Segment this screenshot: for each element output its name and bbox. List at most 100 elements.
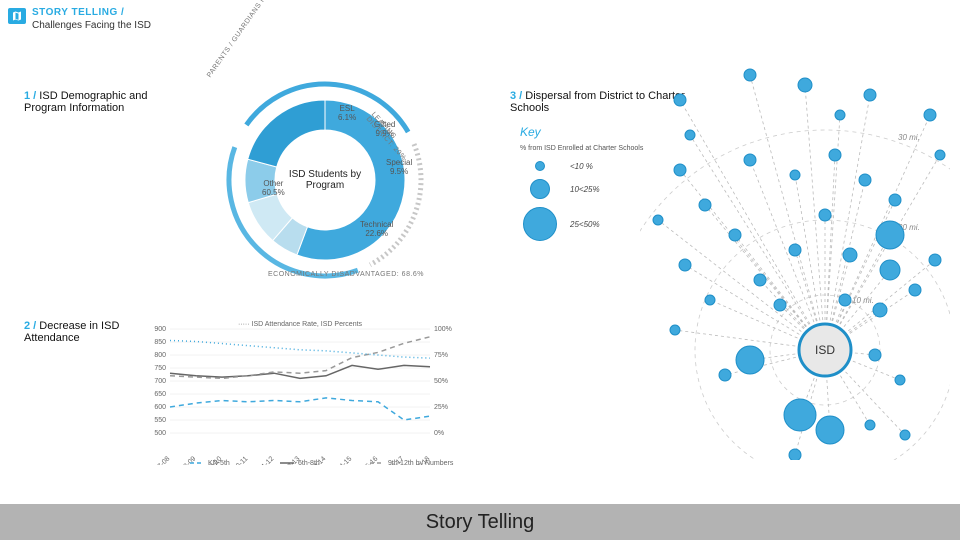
donut-slice-label: ESL6.1% xyxy=(338,105,356,123)
donut-arc-label: ECONOMICALLY DISADVANTAGED: 68.6% xyxy=(268,271,424,278)
dispersal-bubble xyxy=(789,244,801,256)
svg-text:····· ISD Attendance Rate, ISD: ····· ISD Attendance Rate, ISD Percents xyxy=(238,321,363,328)
dispersal-line xyxy=(658,220,825,350)
dispersal-line xyxy=(825,155,940,350)
key-row: <10 % xyxy=(520,161,643,171)
dispersal-key: Key % from ISD Enrolled at Charter Schoo… xyxy=(520,125,643,249)
ring-label: 30 mi. xyxy=(898,133,920,142)
svg-text:650: 650 xyxy=(154,391,166,398)
dispersal-line xyxy=(750,75,825,350)
key-subtitle: % from ISD Enrolled at Charter Schools xyxy=(520,145,643,153)
section3-num: 3 / xyxy=(510,90,522,102)
svg-text:9th-12th by Numbers: 9th-12th by Numbers xyxy=(388,460,454,465)
dispersal-bubble xyxy=(679,259,691,271)
dispersal-bubble xyxy=(876,221,904,249)
dispersal-bubble xyxy=(900,430,910,440)
dispersal-bubble xyxy=(798,78,812,92)
key-bubble xyxy=(530,179,550,199)
dispersal-bubble xyxy=(699,199,711,211)
line-series xyxy=(170,365,430,378)
dispersal-bubble xyxy=(685,130,695,140)
svg-text:75%: 75% xyxy=(434,352,448,359)
section1-num: 1 / xyxy=(24,90,36,102)
ring-label: 10 mi. xyxy=(852,296,874,305)
line-series xyxy=(170,398,430,420)
svg-text:750: 750 xyxy=(154,365,166,372)
dispersal-bubble xyxy=(719,369,731,381)
dispersal-bubble xyxy=(869,349,881,361)
dispersal-chart: 10 mi.20 mi.30 mi.ISD xyxy=(640,60,950,460)
dispersal-bubble xyxy=(864,89,876,101)
header-subtitle: Challenges Facing the ISD xyxy=(32,19,151,32)
dispersal-bubble xyxy=(839,294,851,306)
dispersal-bubble xyxy=(880,260,900,280)
svg-text:700: 700 xyxy=(154,378,166,385)
dispersal-bubble xyxy=(895,375,905,385)
dispersal-bubble xyxy=(924,109,936,121)
dispersal-bubble xyxy=(705,295,715,305)
svg-text:6th-8th: 6th-8th xyxy=(298,460,320,465)
dispersal-bubble xyxy=(929,254,941,266)
donut-slice-label: Technical22.6% xyxy=(360,221,393,239)
key-row: 10<25% xyxy=(520,179,643,199)
dispersal-bubble xyxy=(670,325,680,335)
svg-text:850: 850 xyxy=(154,339,166,346)
svg-text:2010-11: 2010-11 xyxy=(227,455,250,465)
dispersal-bubble xyxy=(835,110,845,120)
key-label: 10<25% xyxy=(570,185,600,194)
svg-text:100%: 100% xyxy=(434,326,452,333)
map-icon xyxy=(8,8,26,24)
donut-center-label: ISD Students by Program xyxy=(285,169,365,191)
dispersal-bubble xyxy=(843,248,857,262)
section2-num: 2 / xyxy=(24,320,36,332)
isd-center-label: ISD xyxy=(815,343,835,357)
svg-text:800: 800 xyxy=(154,352,166,359)
key-label: 25<50% xyxy=(570,220,600,229)
line-chart: 5005506006507007508008509000%25%50%75%10… xyxy=(140,315,460,465)
dispersal-bubble xyxy=(816,416,844,444)
svg-text:KN-5th: KN-5th xyxy=(208,460,230,465)
key-title: Key xyxy=(520,125,643,139)
dispersal-bubble xyxy=(729,229,741,241)
dispersal-bubble xyxy=(784,399,816,431)
dispersal-bubble xyxy=(736,346,764,374)
section1-title: 1 / ISD Demographic and Program Informat… xyxy=(24,90,184,114)
key-row: 25<50% xyxy=(520,207,643,241)
dispersal-line xyxy=(690,135,825,350)
dispersal-bubble xyxy=(935,150,945,160)
key-label: <10 % xyxy=(570,162,593,171)
dispersal-bubble xyxy=(789,449,801,460)
dispersal-bubble xyxy=(909,284,921,296)
svg-text:600: 600 xyxy=(154,404,166,411)
dispersal-bubble xyxy=(865,420,875,430)
dispersal-bubble xyxy=(889,194,901,206)
svg-text:2011-12: 2011-12 xyxy=(253,455,276,465)
svg-text:2014-15: 2014-15 xyxy=(330,455,353,465)
dispersal-bubble xyxy=(653,215,663,225)
svg-text:2015-16: 2015-16 xyxy=(356,455,379,465)
dispersal-bubble xyxy=(790,170,800,180)
svg-text:50%: 50% xyxy=(434,378,448,385)
dispersal-bubble xyxy=(744,69,756,81)
footer-bar: Story Telling xyxy=(0,504,960,540)
key-bubble xyxy=(523,207,557,241)
dispersal-line xyxy=(825,155,835,350)
svg-text:2007-08: 2007-08 xyxy=(148,455,171,465)
dispersal-bubble xyxy=(674,94,686,106)
key-bubble xyxy=(535,161,545,171)
dispersal-bubble xyxy=(873,303,887,317)
line-series xyxy=(170,340,430,358)
svg-text:500: 500 xyxy=(154,430,166,437)
svg-text:25%: 25% xyxy=(434,404,448,411)
breadcrumb: STORY TELLING / xyxy=(32,6,151,19)
svg-text:2008-09: 2008-09 xyxy=(174,455,197,465)
header: STORY TELLING / Challenges Facing the IS… xyxy=(8,6,151,32)
dispersal-bubble xyxy=(859,174,871,186)
dispersal-bubble xyxy=(829,149,841,161)
dispersal-bubble xyxy=(819,209,831,221)
line-series xyxy=(170,337,430,379)
svg-text:900: 900 xyxy=(154,326,166,333)
dispersal-bubble xyxy=(754,274,766,286)
dispersal-bubble xyxy=(744,154,756,166)
section2-text: Decrease in ISD Attendance xyxy=(24,320,119,344)
